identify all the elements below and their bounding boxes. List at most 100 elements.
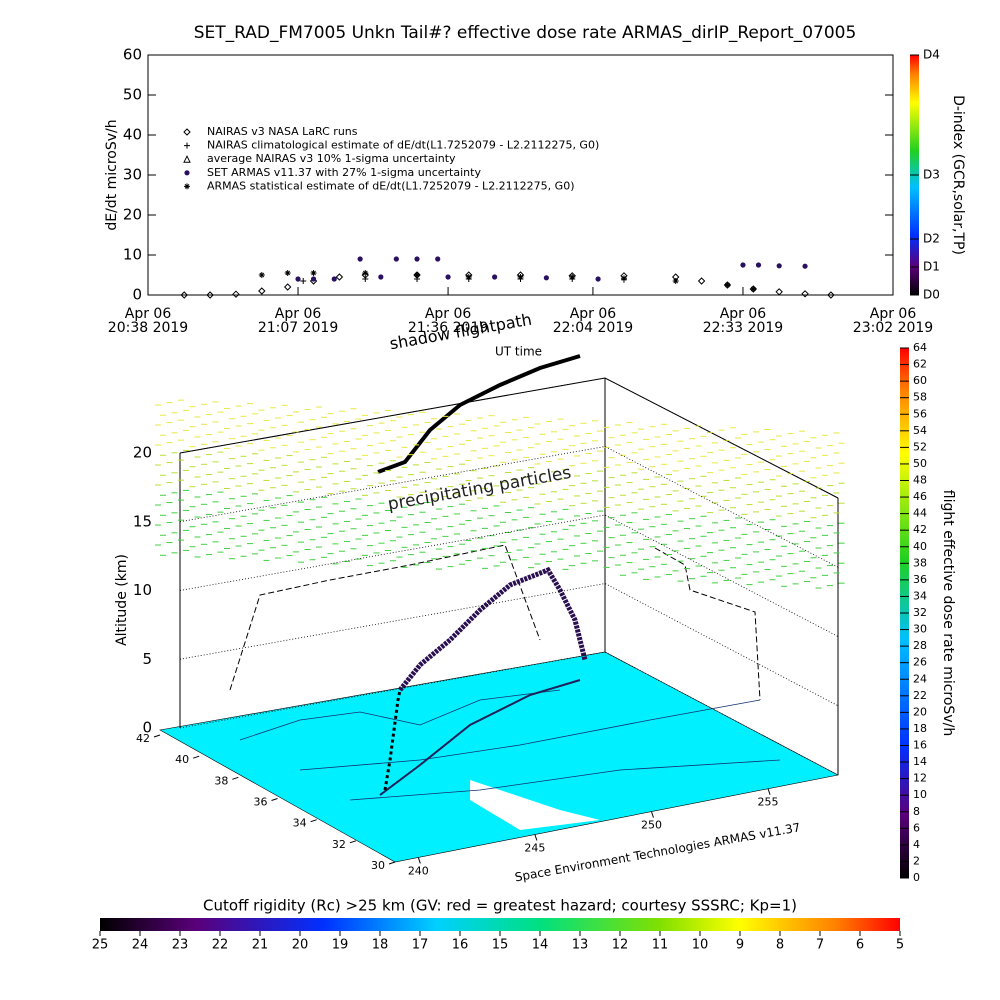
- colorbar-tick-label: 0: [913, 871, 920, 884]
- colorbar-tick-label: 21: [252, 938, 269, 953]
- lat-tick: [388, 861, 396, 865]
- colorbar-tick-label: 12: [612, 938, 629, 953]
- marker: [300, 278, 307, 284]
- y-tick-label: 60: [123, 46, 142, 64]
- colorbar-tick-label: 6: [913, 821, 920, 834]
- lat-tick: [193, 755, 200, 759]
- colorbar-tick-label: 22: [212, 938, 229, 953]
- colorbar-tick-label: 46: [913, 490, 927, 503]
- x-tick-label: 21:07 2019: [258, 320, 338, 336]
- marker: [517, 274, 524, 280]
- x-tick-label: 22:33 2019: [703, 320, 783, 336]
- marker: [284, 270, 291, 276]
- lat-tick: [310, 819, 317, 823]
- colorbar-tick-label: 52: [913, 440, 927, 453]
- lat-tick-label: 32: [332, 838, 346, 851]
- y-tick-label: 50: [123, 86, 142, 104]
- y2-tick-label: D3: [923, 168, 940, 182]
- x-tick-label: Apr 06: [870, 306, 917, 322]
- colorbar-tick-label: 15: [492, 938, 509, 953]
- colorbar-tick-label: 17: [412, 938, 429, 953]
- lat-tick: [232, 776, 239, 780]
- colorbar-tick-label: 30: [913, 623, 927, 636]
- lat-tick-label: 38: [214, 774, 228, 787]
- box-3d: [159, 354, 839, 863]
- colorbar-tick-label: 23: [172, 938, 189, 953]
- marker: [492, 274, 498, 280]
- y-tick-label: 10: [123, 246, 142, 264]
- colorbar-tick-label: 10: [692, 938, 709, 953]
- shadow-path: [377, 354, 581, 474]
- colorbar-title: Cutoff rigidity (Rc) >25 km (GV: red = g…: [203, 897, 797, 915]
- marker: [595, 276, 601, 282]
- colorbar-tick-label: 44: [913, 507, 927, 520]
- marker: [335, 273, 344, 281]
- y2-tick-label: D0: [923, 288, 940, 302]
- x-tick-label: Apr 06: [570, 306, 617, 322]
- annotation: UT time: [495, 345, 542, 359]
- lon-tick-label: 240: [408, 864, 429, 877]
- z-tick-label: 10: [133, 581, 152, 599]
- marker: [206, 291, 214, 299]
- marker: [283, 283, 292, 291]
- colorbar-tick-label: 22: [913, 689, 927, 702]
- lat-tick-label: 40: [175, 753, 189, 766]
- colorbar-tick-label: 32: [913, 606, 927, 619]
- colorbar-tick-label: 16: [913, 739, 927, 752]
- chart-title: SET_RAD_FM7005 Unkn Tail#? effective dos…: [194, 23, 857, 43]
- marker: [543, 275, 549, 281]
- colorbar-tick-label: 9: [736, 938, 744, 953]
- marker: [331, 276, 337, 282]
- colorbar-tick-label: 13: [572, 938, 589, 953]
- colorbar-tick-label: 54: [913, 424, 927, 437]
- marker: [232, 290, 240, 298]
- marker: [183, 155, 191, 163]
- marker: [184, 183, 190, 190]
- y-tick-label: 0: [132, 286, 142, 304]
- x-tick-label: 21:36 2019: [408, 320, 488, 336]
- y-tick-label: 20: [123, 206, 142, 224]
- annotation: precipitating particles: [386, 463, 573, 515]
- marker: [258, 287, 266, 295]
- colorbar-tick-label: 56: [913, 407, 927, 420]
- marker: [362, 270, 369, 276]
- x-tick-label: Apr 06: [425, 306, 472, 322]
- colorbar: [100, 918, 900, 931]
- y2-axis-label: D-index (GCR,solar,TP): [950, 95, 966, 255]
- ascent: [383, 689, 402, 791]
- colorbar-tick-label: 16: [452, 938, 469, 953]
- colorbar-tick-label: 6: [856, 938, 864, 953]
- lon-tick-label: 245: [524, 842, 545, 855]
- marker: [393, 256, 399, 262]
- colorbar-tick-label: 40: [913, 540, 927, 553]
- marker: [310, 276, 317, 282]
- lat-tick: [349, 840, 356, 844]
- marker: [295, 276, 301, 282]
- flight-path: [398, 566, 588, 692]
- marker: [258, 272, 265, 278]
- legend-label: ARMAS statistical estimate of dE/dt(L1.7…: [207, 179, 574, 192]
- lat-tick: [153, 734, 161, 738]
- marker: [445, 274, 451, 280]
- y-tick-label: 30: [123, 166, 142, 184]
- x-tick-label: 22:04 2019: [553, 320, 633, 336]
- colorbar-tick-label: 24: [913, 672, 927, 685]
- colorbar-tick-label: 8: [776, 938, 784, 953]
- z-axis-label: Altitude (km): [114, 554, 130, 646]
- colorbar-tick-label: 26: [913, 656, 927, 669]
- lat-tick-label: 36: [254, 796, 268, 809]
- marker: [465, 274, 472, 280]
- lat-tick-label: 42: [136, 732, 150, 745]
- lon-tick-label: 250: [641, 819, 662, 832]
- grid-line: [179, 377, 839, 499]
- x-tick-label: 20:38 2019: [108, 320, 188, 336]
- x-tick-label: Apr 06: [720, 306, 767, 322]
- z-tick-label: 15: [133, 512, 152, 530]
- map-blank: [470, 780, 600, 830]
- marker: [414, 272, 421, 278]
- y2-tick-label: D4: [923, 48, 940, 62]
- marker: [184, 142, 190, 149]
- marker: [802, 263, 808, 269]
- marker: [180, 291, 188, 299]
- particles: [155, 399, 845, 589]
